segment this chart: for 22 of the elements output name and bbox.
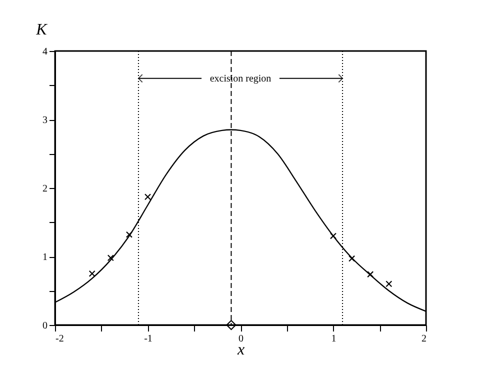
x-axis-title: x [236, 342, 245, 358]
y-tick-label: 0 [42, 320, 48, 332]
point [88, 270, 96, 277]
y-axis-title: K [35, 22, 48, 38]
point [386, 280, 392, 288]
y-tick-label: 3 [42, 115, 48, 126]
x-tick-label: 1 [331, 334, 336, 344]
point [330, 232, 337, 240]
point [144, 194, 152, 200]
x-tick-label: -2 [56, 334, 64, 344]
point [126, 231, 132, 238]
x-tick-label: -1 [144, 334, 152, 344]
point [226, 320, 236, 330]
y-tick-label: 1 [42, 252, 48, 263]
annotation: excision region [210, 73, 272, 84]
point [348, 255, 356, 262]
y-tick-label: 2 [42, 184, 48, 194]
point [107, 254, 114, 262]
y-tick-label: 4 [42, 46, 48, 58]
x-tick-label: 2 [422, 334, 426, 344]
point [367, 271, 374, 278]
x-tick-label: 0 [238, 334, 244, 344]
